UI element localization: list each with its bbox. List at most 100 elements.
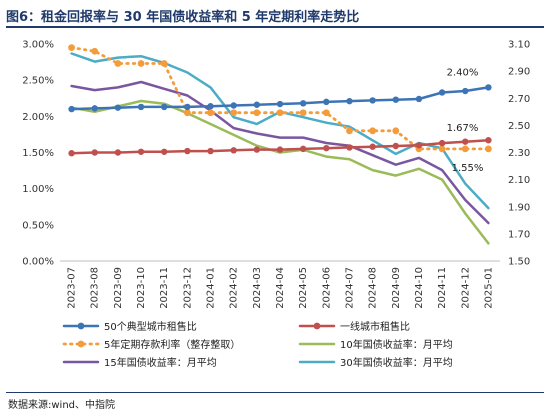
series-point-1 (276, 146, 284, 153)
data-label: 2.40% (447, 67, 479, 78)
series-point-2 (276, 109, 284, 117)
series-point-1 (207, 147, 214, 155)
series-point-2 (160, 60, 168, 67)
series-point-1 (392, 142, 399, 150)
series-point-2 (183, 109, 191, 117)
x-tick-label: 2024-01 (206, 267, 217, 309)
series-point-2 (137, 60, 145, 67)
data-label: 1.67% (447, 123, 479, 134)
series-point-0 (184, 103, 191, 111)
series-line-4 (70, 80, 490, 225)
series-point-0 (369, 97, 376, 104)
line-chart: 0.00% 0.50% 1.00% 1.50% 2.00% 2.50% 3.00% 1.50 1… (22, 40, 530, 370)
series-point-2 (485, 145, 492, 153)
series-point-0 (346, 97, 353, 105)
y-right-tick-label: 1.70 (508, 229, 530, 240)
series-point-1 (415, 142, 423, 149)
series-point-1 (253, 146, 261, 153)
series-point-0 (137, 103, 145, 111)
series-point-1 (323, 144, 330, 152)
series-point-0 (415, 95, 423, 103)
series-point-0 (253, 101, 261, 108)
series-point-1 (346, 144, 353, 151)
x-tick-label: 2024-11 (437, 267, 448, 309)
series-point-0 (438, 89, 446, 96)
series-point-2 (230, 109, 238, 117)
y-left-tick-label: 2.50% (22, 76, 54, 87)
x-tick-label: 2025-01 (483, 267, 494, 309)
series-point-2 (322, 109, 330, 117)
x-tick-label: 2024-06 (321, 267, 332, 309)
y-left-tick-label: 1.50% (22, 148, 54, 159)
series-point-0 (91, 105, 98, 112)
x-tick-label: 2023-12 (182, 267, 193, 309)
x-tick-label: 2023-09 (113, 267, 124, 309)
series-point-1 (462, 138, 469, 145)
series-point-2 (253, 109, 261, 117)
series-point-1 (137, 148, 145, 155)
legend-marker (313, 322, 321, 330)
series-point-0 (485, 84, 492, 91)
series-point-0 (276, 100, 284, 108)
y-left-tick-label: 0.50% (22, 220, 54, 231)
series-point-2 (114, 60, 122, 67)
series-point-0 (299, 100, 307, 107)
legend-marker (77, 340, 85, 348)
y-right-tick-label: 2.90 (508, 67, 530, 78)
series-point-2 (369, 127, 377, 135)
series-point-2 (91, 47, 99, 55)
series-point-0 (68, 105, 75, 113)
y-right-tick-label: 1.90 (508, 202, 530, 213)
y-right-tick-label: 3.10 (508, 40, 530, 51)
series-point-0 (114, 104, 122, 111)
x-tick-label: 2024-10 (414, 267, 425, 309)
y-right-tick-label: 2.70 (508, 94, 530, 105)
top-rule (6, 26, 544, 28)
series-point-1 (485, 137, 492, 144)
x-tick-label: 2023-11 (159, 267, 170, 309)
series-point-2 (461, 145, 469, 153)
legend-label: 15年国债收益率：月平均 (104, 356, 217, 369)
y-right-tick-label: 2.50 (508, 121, 530, 132)
series-point-2 (299, 109, 307, 117)
series-point-2 (207, 109, 214, 117)
x-tick-label: 2024-05 (298, 267, 309, 309)
series-point-0 (462, 87, 469, 95)
series-point-2 (68, 44, 75, 52)
series-point-1 (230, 147, 237, 154)
series-point-0 (207, 103, 214, 110)
legend-label: 50个典型城市租售比 (104, 320, 197, 333)
x-tick-label: 2023-07 (67, 267, 78, 309)
source-note: 数据来源:wind、中指院 (8, 400, 116, 411)
series-point-0 (392, 96, 399, 103)
series-point-0 (323, 98, 330, 106)
y-left-tick-label: 1.00% (22, 184, 54, 195)
x-tick-label: 2024-09 (391, 267, 402, 309)
bottom-rule (6, 392, 544, 393)
series-point-1 (438, 139, 446, 147)
series-point-1 (161, 148, 168, 155)
series-point-0 (161, 103, 168, 111)
legend-label: 一线城市租售比 (340, 320, 410, 333)
x-tick-label: 2023-10 (136, 267, 147, 309)
figure-title: 图6：租金回报率与 30 年国债收益率和 5 年定期利率走势比 (6, 10, 360, 25)
x-tick-label: 2024-07 (344, 267, 355, 309)
y-right-tick-label: 2.10 (508, 175, 530, 186)
x-tick-label: 2024-02 (229, 267, 240, 309)
series-point-2 (438, 145, 446, 153)
y-right-tick-label: 2.30 (508, 148, 530, 159)
series-line-5 (70, 52, 490, 210)
y-left-tick-label: 2.00% (22, 112, 54, 123)
data-label: 1.55% (452, 163, 484, 174)
y-left-tick-label: 0.00% (22, 257, 54, 268)
series-point-1 (184, 147, 191, 155)
series-point-1 (114, 149, 122, 156)
series-point-2 (392, 127, 400, 135)
series-point-2 (346, 127, 353, 135)
x-tick-label: 2024-12 (460, 267, 471, 309)
y-right-tick-label: 1.50 (508, 257, 530, 268)
legend-label: 10年国债收益率：月平均 (340, 338, 453, 351)
x-tick-label: 2024-08 (368, 267, 379, 309)
legend-label: 5年定期存款利率（整存整取） (104, 338, 240, 351)
